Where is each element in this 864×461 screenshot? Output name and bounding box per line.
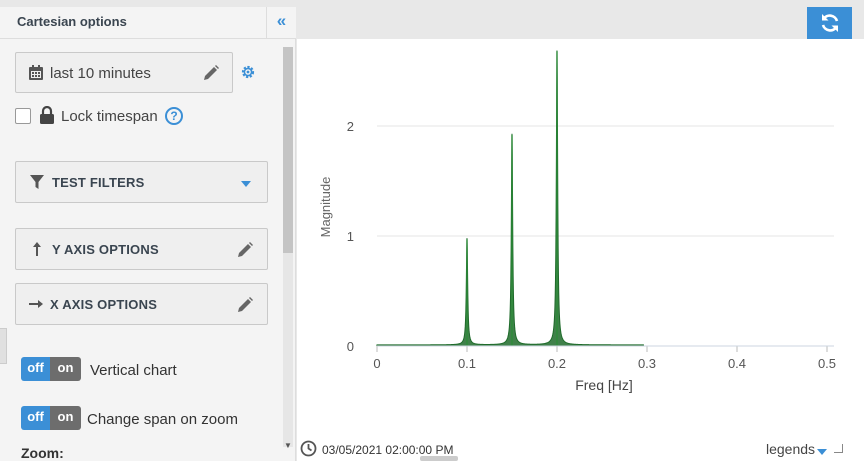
timespan-field[interactable]: last 10 minutes bbox=[15, 52, 233, 93]
chart-right-edge bbox=[852, 39, 864, 461]
chevron-down-icon bbox=[241, 181, 251, 187]
legends-toggle[interactable]: legends bbox=[766, 441, 816, 457]
toggle-on-label: on bbox=[50, 406, 81, 430]
timespan-value: last 10 minutes bbox=[50, 65, 151, 82]
y-axis-label: Magnitude bbox=[318, 177, 333, 238]
chart-container bbox=[297, 7, 852, 461]
arrow-up-icon bbox=[33, 242, 41, 256]
lock-timespan-checkbox[interactable] bbox=[15, 108, 31, 124]
scroll-down-icon[interactable]: ▼ bbox=[284, 441, 292, 450]
y-axis-options-label: Y AXIS OPTIONS bbox=[52, 242, 159, 257]
pencil-icon[interactable] bbox=[202, 64, 220, 82]
lock-icon bbox=[40, 106, 54, 124]
chart-timestamp: 03/05/2021 02:00:00 PM bbox=[322, 443, 454, 457]
arrow-right-icon bbox=[29, 300, 43, 308]
clock-icon bbox=[300, 440, 317, 457]
scrollbar-thumb[interactable] bbox=[283, 47, 293, 253]
y-tick-label: 0 bbox=[347, 339, 354, 354]
toggle-on-label: on bbox=[50, 357, 81, 381]
chart-ticks: 0 1 2 0 0.1 0.2 0.3 0.4 0.5 bbox=[347, 119, 836, 371]
refresh-icon bbox=[821, 14, 839, 32]
pencil-icon[interactable] bbox=[236, 296, 254, 314]
chart-series bbox=[376, 50, 644, 347]
spectrum-series bbox=[376, 50, 644, 347]
zoom-label: Zoom: bbox=[21, 445, 64, 461]
y-tick-label: 1 bbox=[347, 229, 354, 244]
chart-grid bbox=[377, 125, 834, 347]
chevron-down-icon[interactable] bbox=[817, 449, 827, 455]
x-tick-label: 0.4 bbox=[728, 356, 746, 371]
x-axis-label: Freq [Hz] bbox=[575, 377, 633, 393]
x-axis-options-section[interactable]: X AXIS OPTIONS bbox=[15, 283, 268, 325]
double-chevron-left-icon: « bbox=[276, 11, 287, 30]
vertical-chart-toggle[interactable]: off on bbox=[21, 357, 81, 381]
collapse-panel-button[interactable]: « bbox=[266, 7, 296, 39]
gear-icon[interactable] bbox=[240, 64, 256, 80]
drawer-handle[interactable] bbox=[0, 328, 7, 364]
toggle-off-label: off bbox=[21, 406, 50, 430]
x-tick-label: 0 bbox=[373, 356, 380, 371]
calendar-icon bbox=[29, 65, 43, 80]
refresh-button[interactable] bbox=[807, 7, 852, 39]
x-tick-label: 0.2 bbox=[548, 356, 566, 371]
horizontal-scroll-thumb[interactable] bbox=[420, 456, 458, 461]
x-axis-options-label: X AXIS OPTIONS bbox=[50, 297, 158, 312]
lock-timespan-label: Lock timespan bbox=[61, 108, 158, 125]
y-axis-options-section[interactable]: Y AXIS OPTIONS bbox=[15, 228, 268, 270]
chart-footer bbox=[297, 438, 852, 461]
panel-scrollbar[interactable] bbox=[283, 47, 293, 447]
toggle-off-label: off bbox=[21, 357, 50, 381]
x-tick-label: 0.1 bbox=[458, 356, 476, 371]
x-tick-label: 0.3 bbox=[638, 356, 656, 371]
resize-handle-icon[interactable] bbox=[834, 444, 843, 453]
pencil-icon[interactable] bbox=[236, 241, 254, 259]
change-span-toggle[interactable]: off on bbox=[21, 406, 81, 430]
y-tick-label: 2 bbox=[347, 119, 354, 134]
help-icon[interactable]: ? bbox=[165, 107, 183, 125]
help-glyph: ? bbox=[170, 109, 178, 123]
chart-toolbar bbox=[297, 7, 852, 39]
vertical-chart-label: Vertical chart bbox=[90, 362, 177, 379]
panel-title: Cartesian options bbox=[17, 14, 127, 29]
test-filters-label: TEST FILTERS bbox=[52, 175, 145, 190]
filter-icon bbox=[30, 175, 44, 189]
magnitude-chart[interactable]: 0 1 2 0 0.1 0.2 0.3 0.4 0.5 Freq [Hz] Magnitude bbox=[297, 39, 852, 438]
change-span-label: Change span on zoom bbox=[87, 411, 238, 428]
panel-header: Cartesian options « bbox=[0, 7, 296, 39]
x-tick-label: 0.5 bbox=[818, 356, 836, 371]
test-filters-dropdown[interactable]: TEST FILTERS bbox=[15, 161, 268, 203]
